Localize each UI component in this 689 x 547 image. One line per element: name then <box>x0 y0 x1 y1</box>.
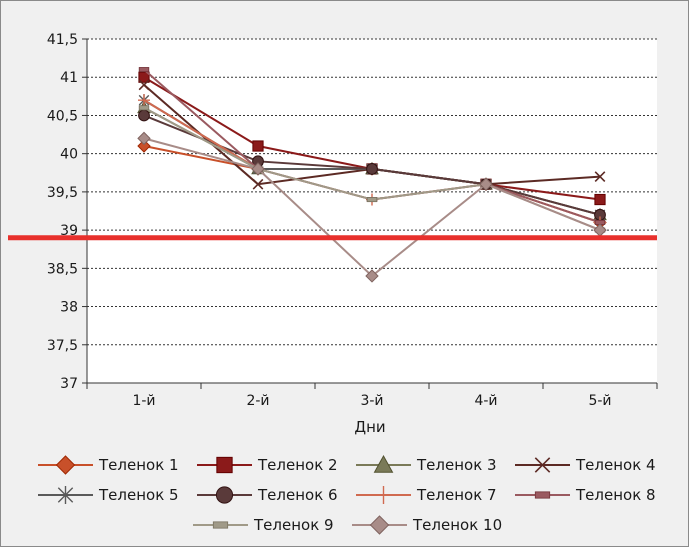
data-point <box>215 486 234 504</box>
legend-item: Теленок 7 <box>356 486 497 504</box>
y-tick-label: 40,5 <box>47 108 78 124</box>
legend-item: Теленок 3 <box>356 454 497 474</box>
legend-label: Теленок 6 <box>257 486 338 504</box>
legend-label: Теленок 5 <box>98 486 179 504</box>
data-point <box>252 178 264 190</box>
legend-item: Теленок 9 <box>193 516 334 534</box>
x-tick-label: 3-й <box>360 393 383 409</box>
legend-label: Теленок 8 <box>575 486 656 504</box>
data-point <box>57 486 74 504</box>
data-point <box>594 193 606 206</box>
legend-item: Теленок 1 <box>38 455 179 475</box>
legend-item: Теленок 5 <box>38 486 179 504</box>
y-tick-label: 40 <box>60 147 78 163</box>
data-point <box>138 105 150 111</box>
legend-label: Теленок 4 <box>575 456 656 474</box>
data-point <box>534 457 551 473</box>
plot-area <box>87 39 657 383</box>
data-point <box>366 163 378 175</box>
y-tick-label: 39,5 <box>47 185 78 201</box>
x-tick-label: 1-й <box>132 393 155 409</box>
y-tick-label: 38,5 <box>47 261 78 277</box>
y-tick-label: 37 <box>60 376 78 392</box>
y-tick-label: 41,5 <box>47 32 78 48</box>
data-point-stroke <box>594 171 606 182</box>
y-tick-label: 41 <box>60 70 78 86</box>
legend-label: Теленок 9 <box>253 516 334 534</box>
y-tick-label: 38 <box>60 300 78 316</box>
data-point <box>137 131 151 146</box>
y-tick-label: 39 <box>60 223 78 239</box>
x-tick-label: 2-й <box>246 393 269 409</box>
data-point <box>534 491 551 499</box>
legend-label: Теленок 7 <box>416 486 497 504</box>
data-point <box>594 171 606 182</box>
data-point <box>252 140 264 152</box>
data-point <box>138 109 150 122</box>
data-point <box>373 454 394 473</box>
y-tick-label: 37,5 <box>47 338 78 354</box>
data-point <box>138 71 150 83</box>
data-point <box>366 197 378 203</box>
legend-item: Теленок 6 <box>197 486 338 504</box>
data-point-stroke <box>534 457 551 473</box>
data-point <box>138 67 150 73</box>
data-point <box>55 455 76 475</box>
series-10 <box>137 131 607 283</box>
legend-item: Теленок 10 <box>352 515 502 535</box>
x-tick-label: 5-й <box>588 393 611 409</box>
data-point <box>369 515 390 535</box>
legend-label: Теленок 3 <box>416 456 497 474</box>
data-point <box>138 79 150 91</box>
x-tick-label: 4-й <box>474 393 497 409</box>
legend-label: Теленок 1 <box>98 456 179 474</box>
data-point <box>216 456 233 474</box>
x-axis-title: Дни <box>354 418 385 436</box>
data-point-stroke <box>252 178 264 190</box>
data-point <box>365 269 379 283</box>
data-point <box>138 94 150 107</box>
data-point <box>374 486 393 504</box>
data-point <box>479 177 493 191</box>
data-point <box>137 139 151 153</box>
legend-item: Теленок 8 <box>515 486 656 504</box>
legend-label: Теленок 2 <box>257 456 338 474</box>
legend-item: Теленок 2 <box>197 456 338 474</box>
data-point <box>251 162 265 176</box>
data-point-stroke <box>138 79 150 91</box>
legend-label: Теленок 10 <box>412 516 502 534</box>
legend-item: Теленок 4 <box>515 456 656 474</box>
data-point <box>212 521 229 529</box>
